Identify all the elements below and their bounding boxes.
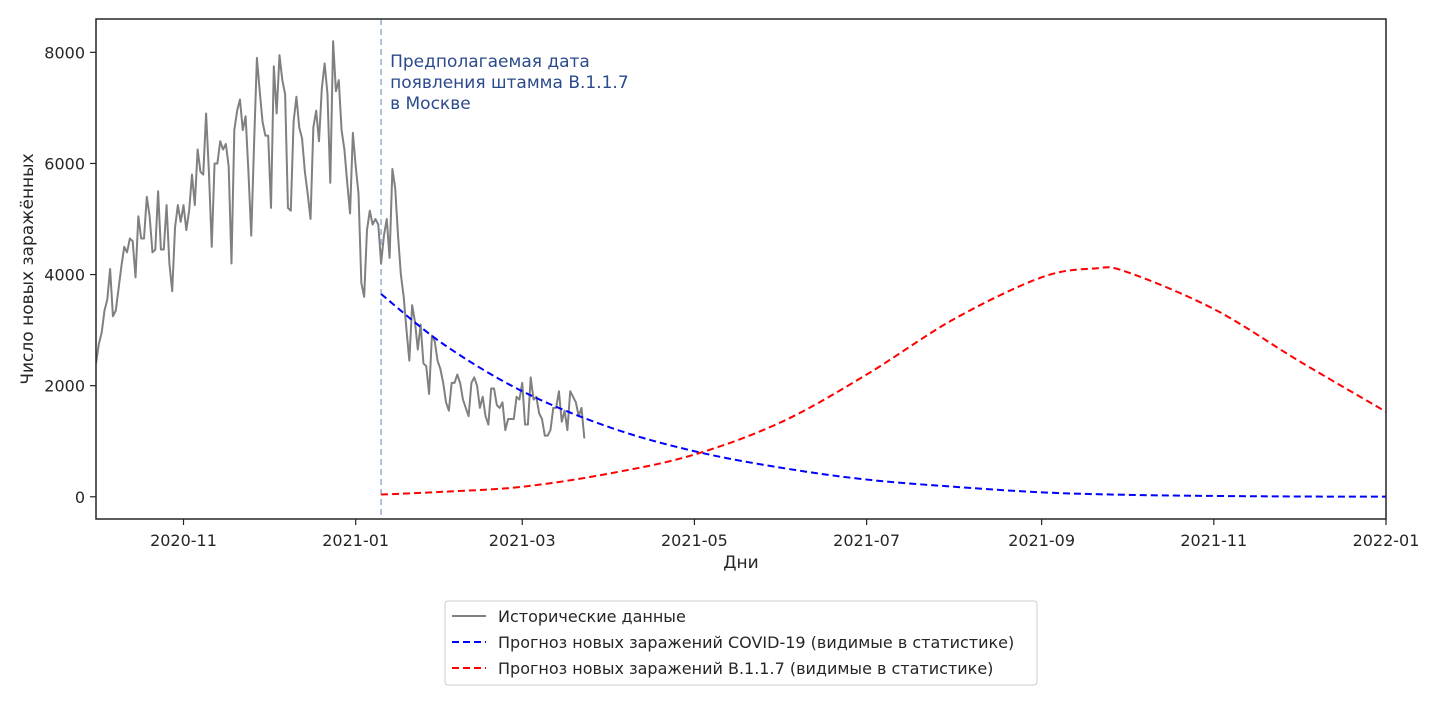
x-tick-label: 2021-03 — [489, 531, 556, 550]
annotation-line-3: в Москве — [390, 94, 471, 114]
y-tick-label: 2000 — [44, 377, 85, 396]
y-tick-label: 6000 — [44, 154, 85, 173]
legend-label-covid-forecast: Прогноз новых заражений COVID-19 (видимы… — [498, 633, 1014, 652]
x-tick-label: 2022-01 — [1353, 531, 1420, 550]
x-tick-label: 2020-11 — [150, 531, 217, 550]
y-axis-title: Число новых заражённых — [18, 153, 38, 384]
series-historical — [96, 40, 586, 439]
series-covid-forecast — [380, 293, 1386, 498]
axis-ticks: 0 2000 4000 6000 8000 2020-11 2021-01 2021-03 20… — [44, 43, 1419, 550]
legend-box — [444, 600, 1038, 686]
x-tick-label: 2021-05 — [661, 531, 728, 550]
axes-frame — [95, 18, 1387, 520]
x-tick-label: 2021-01 — [322, 531, 389, 550]
y-tick-label: 0 — [75, 488, 85, 507]
x-tick-label: 2021-11 — [1180, 531, 1247, 550]
x-axis-title: Дни — [723, 553, 758, 573]
y-tick-label: 8000 — [44, 43, 85, 62]
legend-label-historical: Исторические данные — [498, 607, 686, 626]
legend-label-b117-forecast: Прогноз новых заражений B.1.1.7 (видимые… — [498, 659, 993, 678]
annotation-line-1: Предполагаемая дата — [390, 52, 590, 72]
plot-area — [96, 19, 1386, 519]
series-b117-forecast — [381, 266, 1386, 496]
annotation-line-2: появления штамма B.1.1.7 — [390, 73, 629, 93]
y-tick-label: 4000 — [44, 266, 85, 285]
x-tick-label: 2021-09 — [1008, 531, 1075, 550]
legend: Исторические данные Прогноз новых зараже… — [444, 600, 1038, 686]
x-tick-label: 2021-07 — [833, 531, 900, 550]
